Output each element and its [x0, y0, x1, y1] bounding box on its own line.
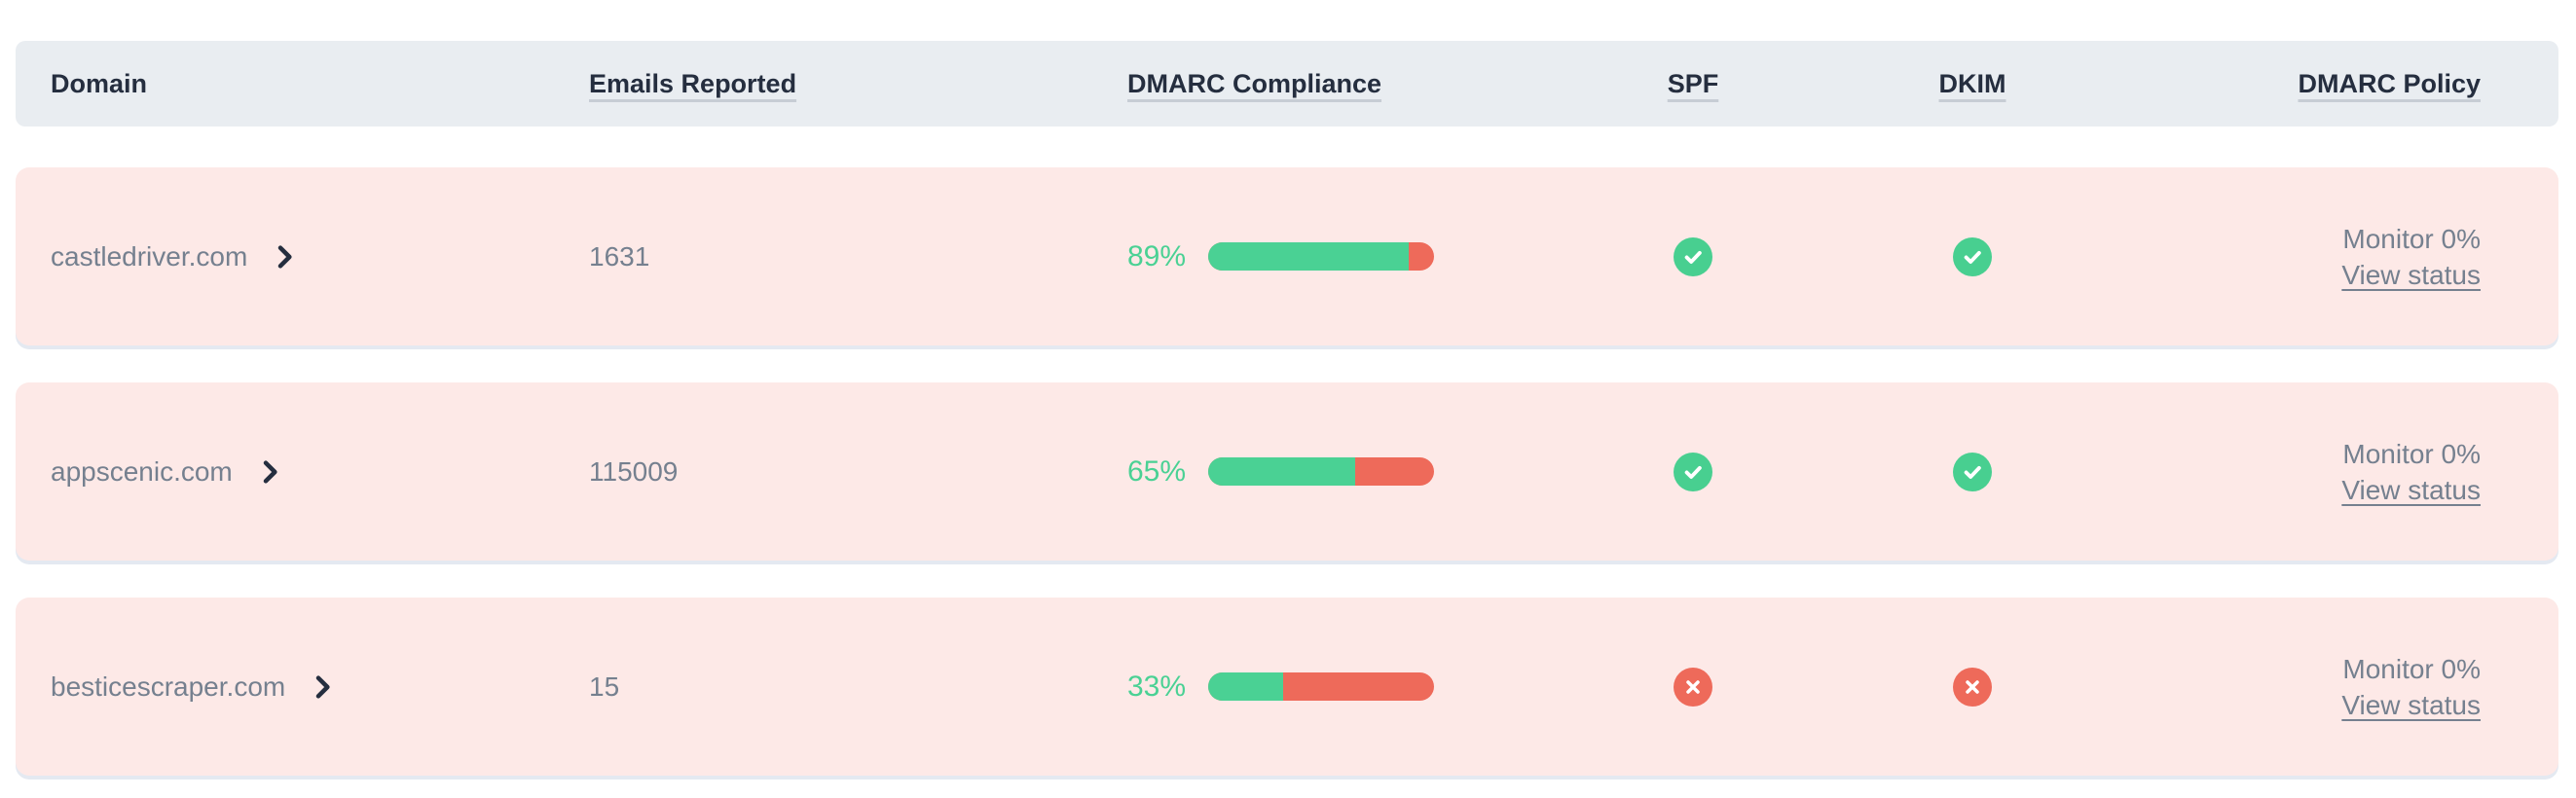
domain-name: besticescraper.com	[51, 671, 286, 702]
dmarc-policy-cell: Monitor 0% View status	[2132, 221, 2558, 293]
table-row: castledriver.com 1631 89% Monitor 0%	[16, 167, 2558, 345]
dkim-cell	[1813, 236, 2132, 276]
compliance-progress-fill	[1208, 457, 1355, 486]
dkim-cell	[1813, 452, 2132, 491]
dkim-cell	[1813, 667, 2132, 707]
x-icon	[1966, 679, 1979, 694]
view-status-link[interactable]: View status	[2341, 474, 2481, 505]
check-icon	[1964, 465, 1981, 479]
column-header-dkim: DKIM	[1813, 69, 2132, 99]
column-header-spf: SPF	[1573, 69, 1813, 99]
check-icon	[1684, 465, 1702, 479]
column-header-emails-reported-label[interactable]: Emails Reported	[589, 68, 797, 98]
dmarc-compliance-cell: 65%	[1127, 455, 1573, 489]
domain-name: castledriver.com	[51, 240, 248, 272]
compliance-percent: 89%	[1127, 239, 1187, 272]
column-header-domain-label: Domain	[51, 68, 148, 98]
policy-label: Monitor 0%	[2342, 653, 2481, 684]
dkim-status-badge	[1953, 452, 1992, 491]
emails-reported-cell: 115009	[589, 456, 1127, 488]
column-header-dmarc-policy: DMARC Policy	[2132, 69, 2558, 99]
chevron-right-icon[interactable]	[307, 671, 338, 703]
spf-cell	[1573, 452, 1813, 491]
emails-reported-cell: 1631	[589, 241, 1127, 272]
compliance-progress-fill	[1208, 242, 1410, 271]
emails-reported-value: 115009	[589, 455, 679, 487]
spf-cell	[1573, 236, 1813, 276]
table-row: besticescraper.com 15 33% Monitor 0%	[16, 598, 2558, 776]
emails-reported-value: 1631	[589, 240, 650, 272]
spf-status-badge	[1674, 667, 1712, 707]
policy-label: Monitor 0%	[2342, 223, 2481, 254]
domains-table: Domain Emails Reported DMARC Compliance …	[16, 41, 2558, 776]
emails-reported-cell: 15	[589, 671, 1127, 703]
column-header-dmarc-compliance-label[interactable]: DMARC Compliance	[1127, 68, 1382, 98]
dmarc-compliance-cell: 89%	[1127, 240, 1573, 273]
domain-cell[interactable]: besticescraper.com	[16, 671, 589, 703]
view-status-link[interactable]: View status	[2341, 689, 2481, 720]
compliance-progress-bar	[1208, 242, 1434, 271]
table-header-row: Domain Emails Reported DMARC Compliance …	[16, 41, 2558, 127]
domain-cell[interactable]: appscenic.com	[16, 456, 589, 488]
emails-reported-value: 15	[589, 671, 620, 702]
view-status-link[interactable]: View status	[2341, 259, 2481, 290]
domain-cell[interactable]: castledriver.com	[16, 241, 589, 272]
check-icon	[1964, 250, 1981, 264]
column-header-spf-label[interactable]: SPF	[1667, 68, 1719, 98]
compliance-progress-bar	[1208, 672, 1434, 701]
table-row: appscenic.com 115009 65% Monitor 0%	[16, 382, 2558, 561]
dmarc-policy-cell: Monitor 0% View status	[2132, 436, 2558, 508]
dmarc-compliance-cell: 33%	[1127, 671, 1573, 704]
compliance-percent: 33%	[1127, 670, 1187, 703]
compliance-progress-bar	[1208, 457, 1434, 486]
spf-cell	[1573, 667, 1813, 707]
chevron-right-icon[interactable]	[269, 241, 300, 272]
dkim-status-badge	[1953, 667, 1992, 707]
column-header-dmarc-policy-label[interactable]: DMARC Policy	[2298, 68, 2481, 98]
domain-name: appscenic.com	[51, 455, 233, 487]
chevron-right-icon[interactable]	[254, 456, 285, 488]
spf-status-badge	[1674, 236, 1712, 276]
policy-label: Monitor 0%	[2342, 438, 2481, 469]
check-icon	[1684, 250, 1702, 264]
dkim-status-badge	[1953, 236, 1992, 276]
compliance-percent: 65%	[1127, 454, 1187, 488]
dmarc-policy-cell: Monitor 0% View status	[2132, 651, 2558, 723]
compliance-progress-fill	[1208, 672, 1283, 701]
spf-status-badge	[1674, 452, 1712, 491]
column-header-domain: Domain	[16, 69, 589, 99]
column-header-dkim-label[interactable]: DKIM	[1938, 68, 2006, 98]
column-header-dmarc-compliance: DMARC Compliance	[1127, 69, 1573, 99]
column-header-emails-reported: Emails Reported	[589, 69, 1127, 99]
x-icon	[1686, 679, 1700, 694]
